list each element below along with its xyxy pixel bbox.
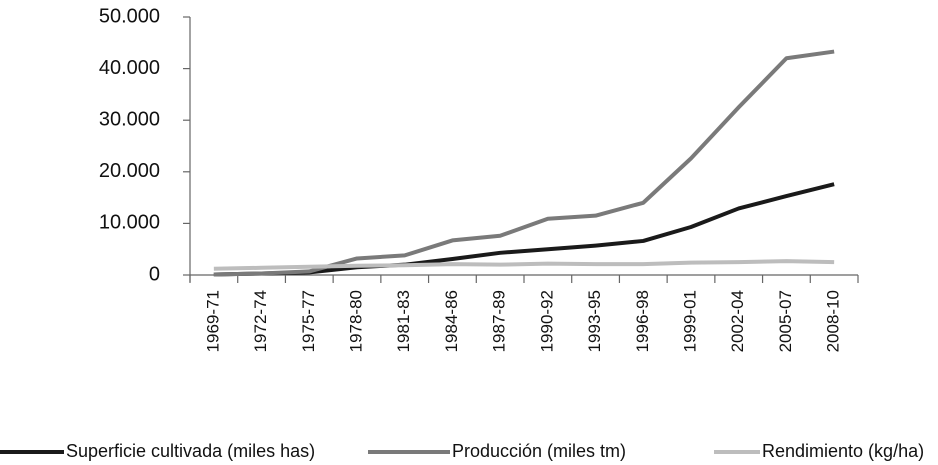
- x-tick-label: 1978-80: [346, 290, 365, 352]
- y-tick-label: 0: [149, 263, 160, 285]
- x-tick-label: 2008-10: [824, 290, 843, 352]
- x-tick-label: 1984-86: [442, 290, 461, 352]
- y-tick-label: 50.000: [99, 5, 160, 27]
- legend-label: Superficie cultivada (miles has): [66, 441, 315, 461]
- x-tick-label: 1990-92: [537, 290, 556, 352]
- legend-label: Rendimiento (kg/ha): [762, 441, 924, 461]
- y-tick-label: 30.000: [99, 108, 160, 130]
- x-tick-label: 1999-01: [680, 290, 699, 352]
- x-tick-label: 1975-77: [299, 290, 318, 352]
- x-tick-label: 1972-74: [251, 290, 270, 352]
- series-line: [213, 259, 835, 271]
- x-tick-label: 1996-98: [633, 290, 652, 352]
- x-tick-label: 2002-04: [728, 290, 747, 352]
- y-tick-label: 20.000: [99, 160, 160, 182]
- x-tick-label: 2005-07: [776, 290, 795, 352]
- series-line: [213, 49, 835, 277]
- legend-label: Producción (miles tm): [452, 441, 626, 461]
- x-tick-label: 1993-95: [585, 290, 604, 352]
- x-tick-label: 1969-71: [203, 290, 222, 352]
- x-tick-label: 1987-89: [490, 290, 509, 352]
- y-tick-label: 40.000: [99, 57, 160, 79]
- x-tick-label: 1981-83: [394, 290, 413, 352]
- series-line: [213, 182, 835, 277]
- y-tick-label: 10.000: [99, 212, 160, 234]
